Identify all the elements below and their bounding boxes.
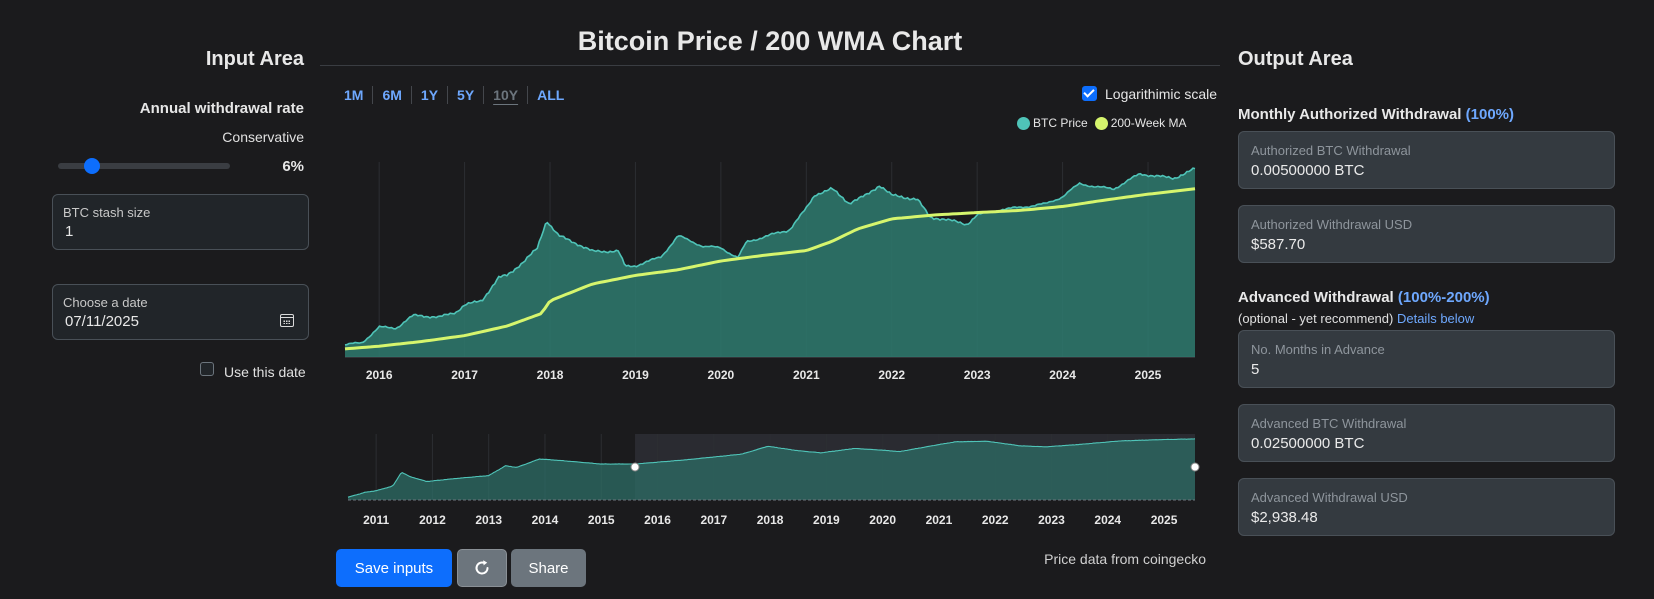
title-divider	[320, 65, 1220, 66]
auth-btc-value: 0.00500000 BTC	[1251, 162, 1365, 179]
x-tick-2025: 2025	[1135, 368, 1162, 382]
monthly-pct: (100%)	[1465, 106, 1514, 123]
adv-btc-label: Advanced BTC Withdrawal	[1251, 416, 1407, 431]
nav-x-tick-2015: 2015	[588, 513, 615, 527]
nav-x-tick-2025: 2025	[1151, 513, 1178, 527]
nav-x-tick-2017: 2017	[700, 513, 727, 527]
x-tick-2023: 2023	[964, 368, 991, 382]
200wma-line	[344, 187, 1196, 351]
log-scale-label[interactable]: Logarithimic scale	[1105, 86, 1218, 102]
reload-button[interactable]	[457, 549, 507, 587]
advanced-subheading: (optional - yet recommend) Details below	[1238, 311, 1474, 326]
legend-200wma-label: 200-Week MA	[1110, 116, 1187, 130]
nav-x-tick-2022: 2022	[982, 513, 1009, 527]
date-field[interactable]: Choose a date 07/11/2025	[52, 284, 309, 340]
adv-btc-field: Advanced BTC Withdrawal 0.02500000 BTC	[1238, 404, 1615, 462]
btc-price-line	[344, 167, 1196, 346]
btc-stash-label: BTC stash size	[63, 205, 151, 220]
rate-mode-label: Conservative	[222, 129, 304, 145]
nav-x-tick-2021: 2021	[926, 513, 953, 527]
legend-btc-price-label: BTC Price	[1033, 116, 1088, 130]
nav-x-tick-2016: 2016	[644, 513, 671, 527]
nav-price-line	[347, 438, 1196, 498]
btc-price-swatch	[1017, 116, 1030, 130]
log-scale-checkbox[interactable]	[1082, 86, 1097, 101]
use-date-label[interactable]: Use this date	[224, 364, 306, 380]
auth-btc-field: Authorized BTC Withdrawal 0.00500000 BTC	[1238, 131, 1615, 189]
details-link[interactable]: Details below	[1396, 311, 1475, 326]
nav-x-tick-2024: 2024	[1094, 513, 1121, 527]
auth-btc-label: Authorized BTC Withdrawal	[1251, 143, 1411, 158]
range-all-button[interactable]: ALL	[527, 86, 573, 104]
nav-x-tick-2023: 2023	[1038, 513, 1065, 527]
x-tick-2022: 2022	[878, 368, 905, 382]
data-credit: Price data from coingecko	[1044, 551, 1206, 567]
date-input[interactable]: 07/11/2025	[65, 313, 139, 330]
nav-x-tick-2018: 2018	[757, 513, 784, 527]
x-tick-2019: 2019	[622, 368, 649, 382]
monthly-heading: Monthly Authorized Withdrawal (100%)	[1238, 106, 1514, 123]
use-date-checkbox[interactable]	[200, 362, 214, 376]
x-tick-2021: 2021	[793, 368, 820, 382]
input-area-title: Input Area	[205, 48, 304, 70]
reload-icon	[475, 560, 489, 575]
x-tick-2024: 2024	[1049, 368, 1076, 382]
chart-legend: BTC Price 200-Week MA	[1017, 116, 1194, 130]
save-inputs-button[interactable]: Save inputs	[336, 549, 452, 587]
auth-usd-label: Authorized Withdrawal USD	[1251, 217, 1413, 232]
nav-handle-left[interactable]	[630, 462, 640, 472]
advanced-pct: (100%-200%)	[1397, 289, 1490, 306]
legend-200wma[interactable]: 200-Week MA	[1094, 116, 1187, 130]
advanced-sub-text: (optional - yet recommend)	[1238, 311, 1394, 326]
nav-x-tick-2020: 2020	[869, 513, 896, 527]
200wma-swatch	[1094, 116, 1108, 130]
x-tick-2017: 2017	[451, 368, 478, 382]
adv-usd-field: Advanced Withdrawal USD $2,938.48	[1238, 478, 1615, 536]
range-1m-button[interactable]: 1M	[344, 87, 364, 103]
range-10y-button[interactable]: 10Y	[483, 86, 527, 104]
range-6m-button[interactable]: 6M	[372, 86, 410, 104]
months-advance-field[interactable]: No. Months in Advance 5	[1238, 330, 1615, 388]
monthly-heading-text: Monthly Authorized Withdrawal	[1238, 106, 1462, 123]
advanced-heading-text: Advanced Withdrawal	[1238, 289, 1394, 306]
calendar-icon[interactable]	[280, 314, 294, 327]
nav-handle-right[interactable]	[1190, 462, 1200, 472]
x-tick-2020: 2020	[708, 368, 735, 382]
btc-price-area	[345, 168, 1195, 357]
nav-x-tick-2012: 2012	[419, 513, 446, 527]
date-label: Choose a date	[63, 295, 148, 310]
btc-stash-field[interactable]: BTC stash size 1	[52, 194, 309, 250]
chart-title: Bitcoin Price / 200 WMA Chart	[577, 26, 963, 56]
withdrawal-rate-label: Annual withdrawal rate	[139, 100, 304, 117]
nav-x-tick-2011: 2011	[363, 513, 389, 527]
advanced-heading: Advanced Withdrawal (100%-200%)	[1238, 289, 1490, 306]
adv-btc-value: 0.02500000 BTC	[1251, 435, 1365, 452]
x-tick-2016: 2016	[366, 368, 393, 382]
rate-value: 6%	[282, 158, 304, 175]
nav-x-tick-2019: 2019	[813, 513, 840, 527]
adv-usd-label: Advanced Withdrawal USD	[1251, 490, 1408, 505]
months-advance-label: No. Months in Advance	[1251, 342, 1385, 357]
withdrawal-rate-slider[interactable]	[58, 163, 230, 169]
legend-btc-price[interactable]: BTC Price	[1017, 116, 1088, 130]
output-area-title: Output Area	[1238, 48, 1353, 70]
nav-price-area	[348, 438, 1195, 500]
nav-x-tick-2013: 2013	[475, 513, 502, 527]
auth-usd-value: $587.70	[1251, 236, 1306, 253]
share-button[interactable]: Share	[511, 549, 586, 587]
range-selector: 1M 6M 1Y 5Y 10Y ALL	[336, 86, 573, 104]
btc-stash-input[interactable]: 1	[65, 223, 74, 240]
auth-usd-field: Authorized Withdrawal USD $587.70	[1238, 205, 1615, 263]
range-5y-button[interactable]: 5Y	[447, 86, 483, 104]
nav-x-tick-2014: 2014	[532, 513, 559, 527]
adv-usd-value: $2,938.48	[1251, 509, 1318, 526]
months-advance-input[interactable]: 5	[1251, 361, 1260, 378]
range-1y-button[interactable]: 1Y	[410, 86, 447, 104]
x-tick-2018: 2018	[537, 368, 564, 382]
slider-thumb[interactable]	[84, 158, 101, 174]
